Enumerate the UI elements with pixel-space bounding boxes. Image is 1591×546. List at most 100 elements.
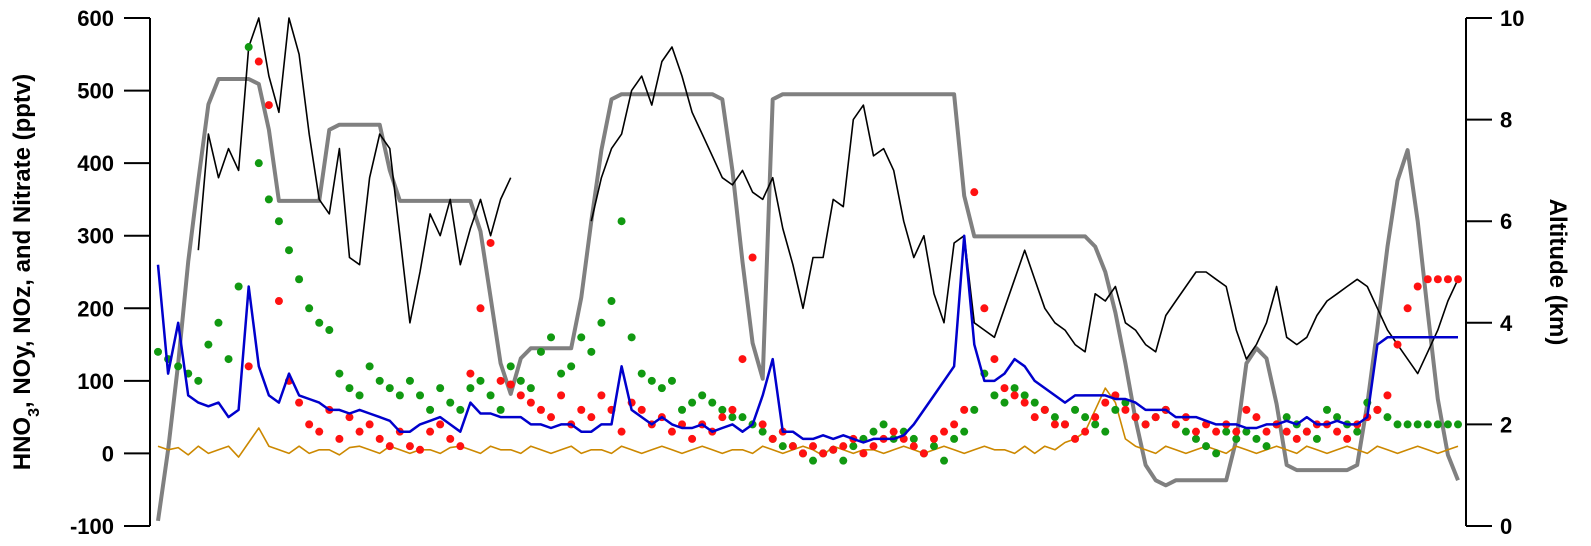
- data-point: [305, 304, 314, 313]
- data-point: [778, 442, 787, 451]
- data-point: [1000, 384, 1009, 393]
- data-point: [385, 384, 394, 393]
- data-point: [1071, 434, 1080, 443]
- data-point: [436, 384, 445, 393]
- data-point: [1050, 413, 1059, 422]
- data-point: [990, 391, 999, 400]
- left-tick-label: 0: [102, 441, 114, 466]
- data-point: [547, 333, 556, 342]
- right-tick-label: 8: [1500, 108, 1512, 133]
- data-point: [486, 238, 495, 247]
- left-tick-label: 600: [77, 6, 114, 31]
- data-point: [526, 384, 535, 393]
- data-point: [980, 304, 989, 313]
- data-point: [416, 391, 425, 400]
- data-point: [1191, 434, 1200, 443]
- data-point: [456, 442, 465, 451]
- data-point: [476, 304, 485, 313]
- left-tick-label: 200: [77, 296, 114, 321]
- data-point: [1010, 384, 1019, 393]
- data-point: [1071, 405, 1080, 414]
- data-point: [1030, 413, 1039, 422]
- data-point: [1141, 420, 1150, 429]
- data-point: [597, 391, 606, 400]
- data-point: [1413, 420, 1422, 429]
- data-point: [748, 253, 757, 262]
- data-point: [788, 442, 797, 451]
- data-point: [1232, 427, 1241, 436]
- data-point: [909, 442, 918, 451]
- data-point: [325, 326, 334, 335]
- data-point: [940, 456, 949, 465]
- data-point: [678, 405, 687, 414]
- data-point: [536, 347, 545, 356]
- data-point: [1091, 413, 1100, 422]
- data-point: [214, 318, 223, 327]
- data-point: [1343, 434, 1352, 443]
- data-point: [526, 398, 535, 407]
- data-point: [1353, 427, 1362, 436]
- data-point: [809, 456, 818, 465]
- data-point: [637, 369, 646, 378]
- data-point: [335, 434, 344, 443]
- data-point: [1282, 427, 1291, 436]
- data-point: [496, 405, 505, 414]
- data-point: [1252, 434, 1261, 443]
- data-point: [516, 391, 525, 400]
- data-point: [345, 384, 354, 393]
- data-point: [758, 427, 767, 436]
- data-point: [174, 362, 183, 371]
- data-point: [1383, 391, 1392, 400]
- left-axis-title-post: , NOy, NOz, and Nitrate (pptv): [9, 74, 36, 408]
- data-point: [395, 391, 404, 400]
- data-point: [688, 398, 697, 407]
- right-tick-label: 6: [1500, 209, 1512, 234]
- left-tick-label: -100: [70, 514, 114, 539]
- data-point: [1403, 304, 1412, 313]
- data-point: [375, 376, 384, 385]
- data-point: [476, 376, 485, 385]
- data-point: [1454, 420, 1462, 429]
- data-point: [365, 420, 374, 429]
- right-tick-label: 0: [1500, 514, 1512, 539]
- right-tick-label: 4: [1500, 311, 1513, 336]
- data-point: [1333, 413, 1342, 422]
- data-point: [1151, 413, 1160, 422]
- data-point: [1101, 398, 1110, 407]
- data-point: [1111, 405, 1120, 414]
- data-point: [416, 445, 425, 454]
- data-point: [809, 442, 818, 451]
- data-point: [990, 355, 999, 364]
- data-point: [274, 217, 283, 226]
- data-point: [446, 434, 455, 443]
- data-point: [375, 434, 384, 443]
- series-4: [244, 57, 1462, 458]
- data-point: [929, 442, 938, 451]
- data-point: [768, 434, 777, 443]
- data-point: [264, 101, 273, 110]
- data-point: [617, 427, 626, 436]
- data-point: [1131, 413, 1140, 422]
- data-point: [456, 405, 465, 414]
- data-point: [718, 413, 727, 422]
- data-point: [839, 456, 848, 465]
- data-point: [244, 43, 253, 52]
- data-point: [466, 369, 475, 378]
- series-line: [157, 387, 1459, 458]
- data-point: [728, 413, 737, 422]
- series-5: [154, 43, 1462, 465]
- data-point: [1454, 275, 1462, 284]
- data-point: [254, 57, 263, 66]
- data-point: [1302, 427, 1311, 436]
- data-point: [244, 362, 253, 371]
- data-point: [627, 333, 636, 342]
- left-axis-title-sub: 3: [26, 408, 43, 417]
- data-point: [667, 427, 676, 436]
- data-point: [607, 297, 616, 306]
- data-point: [405, 376, 414, 385]
- data-point: [688, 434, 697, 443]
- data-point: [1383, 413, 1392, 422]
- series-line: [156, 234, 1458, 444]
- data-point: [728, 405, 737, 414]
